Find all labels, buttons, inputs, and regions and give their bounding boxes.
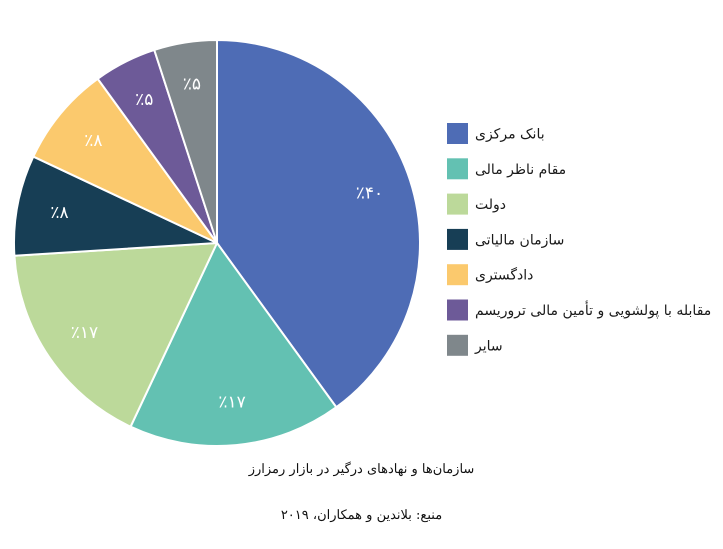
legend-label-1: مقام ناظر مالی [475, 162, 566, 178]
slice-label-6: ٪۵ [183, 75, 201, 95]
legend-swatch-6 [447, 334, 468, 356]
slice-labels: ٪۴۰ ٪۱۷ ٪۱۷ ٪۸ ٪۸ ٪۵ ٪۵ [50, 75, 383, 413]
slice-label-3: ٪۸ [50, 203, 68, 223]
legend-label-4: دادگستری [475, 267, 533, 284]
legend-label-2: دولت [475, 197, 506, 213]
legend-swatch-2 [447, 193, 468, 215]
slice-label-4: ٪۸ [84, 131, 102, 151]
legend-swatch-1 [447, 158, 468, 180]
pie-slice-4 [32, 77, 218, 244]
legend-label-6: سایر [474, 338, 503, 354]
legend-label-5: مقابله با پولشویی و تأمین مالی تروریسم [475, 300, 711, 319]
pie-slice-2 [13, 242, 218, 428]
legend-swatch-4 [447, 264, 468, 286]
legend-swatch-3 [447, 228, 468, 250]
pie-slices [13, 39, 421, 447]
legend-swatch-0 [447, 123, 468, 144]
legend-label-3: سازمان مالیاتی [475, 232, 564, 248]
chart-source: منبع: بلاندین و همکاران، ۲۰۱۹ [280, 508, 443, 523]
legend-label-0: بانک مرکزی [475, 127, 545, 143]
chart-title: سازمان‌ها و نهادهای درگیر در بازار رمزار… [248, 462, 475, 477]
slice-label-2: ٪۱۷ [71, 323, 98, 343]
pie-slice-6 [153, 39, 218, 244]
slice-label-1: ٪۱۷ [218, 393, 245, 413]
pie-slice-3 [13, 155, 218, 257]
legend-swatch-5 [447, 299, 468, 321]
slice-label-0: ٪۴۰ [356, 183, 383, 203]
pie-slice-0 [216, 39, 421, 409]
slice-label-5: ٪۵ [135, 90, 153, 110]
pie-slice-1 [129, 242, 338, 447]
legend: بانک مرکزی مقام ناظر مالی دولت سازمان مالیا… [447, 123, 711, 356]
